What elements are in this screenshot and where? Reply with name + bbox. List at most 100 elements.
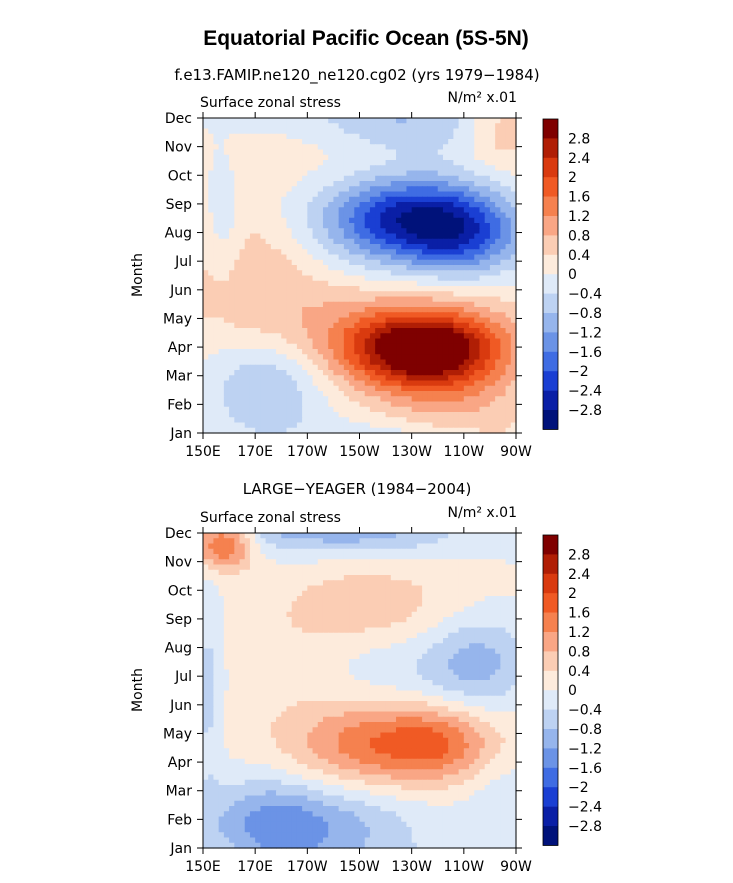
field-cell: [495, 123, 501, 130]
field-cell: [489, 349, 496, 355]
field-cell: [208, 223, 215, 229]
field-cell: [333, 554, 340, 560]
field-cell: [416, 154, 423, 161]
field-cell: [286, 401, 293, 408]
field-cell: [307, 265, 314, 271]
field-cell: [385, 632, 392, 639]
field-cell: [359, 249, 366, 256]
field-cell: [270, 307, 277, 313]
field-cell: [375, 186, 381, 193]
field-cell: [203, 181, 209, 187]
field-cell: [291, 207, 298, 214]
field-cell: [484, 186, 491, 193]
field-cell: [474, 175, 481, 182]
field-cell: [338, 554, 345, 560]
field-cell: [338, 217, 345, 224]
field-cell: [364, 175, 371, 182]
field-cell: [458, 191, 465, 198]
field-cell: [312, 133, 319, 140]
field-cell: [500, 322, 507, 329]
field-cell: [223, 370, 230, 376]
field-cell: [244, 533, 251, 539]
field-cell: [265, 406, 272, 413]
field-cell: [489, 364, 496, 371]
field-cell: [463, 265, 470, 271]
field-cell: [322, 307, 329, 313]
field-cell: [208, 317, 215, 324]
field-cell: [453, 207, 460, 214]
field-cell: [453, 359, 460, 366]
field-cell: [442, 385, 449, 392]
field-cell: [406, 212, 413, 219]
field-cell: [474, 238, 481, 245]
field-cell: [463, 559, 470, 566]
field-cell: [437, 202, 444, 208]
field-cell: [218, 291, 225, 298]
field-cell: [474, 133, 481, 140]
field-cell: [510, 133, 517, 140]
field-cell: [442, 622, 449, 629]
field-cell: [312, 249, 319, 256]
field-cell: [484, 548, 491, 555]
field-cell: [249, 202, 256, 208]
field-cell: [213, 385, 220, 392]
field-cell: [432, 312, 439, 319]
field-cell: [260, 322, 267, 329]
field-cell: [244, 217, 251, 224]
field-cell: [489, 181, 496, 187]
field-cell: [223, 533, 230, 539]
field-cell: [479, 144, 486, 151]
field-cell: [510, 249, 517, 256]
field-cell: [338, 585, 345, 592]
field-cell: [302, 559, 308, 566]
field-cell: [385, 328, 392, 334]
field-cell: [249, 422, 256, 429]
field-cell: [500, 259, 507, 266]
field-cell: [474, 370, 481, 376]
field-cell: [312, 406, 319, 413]
field-cell: [302, 575, 308, 581]
field-cell: [401, 417, 408, 424]
field-cell: [448, 401, 454, 408]
field-cell: [437, 144, 444, 151]
field-cell: [281, 606, 288, 613]
panel-1: f.e13.FAMIP.ne120_ne120.cg02 (yrs 1979−1…: [130, 66, 540, 460]
field-cell: [322, 249, 329, 256]
field-cell: [249, 385, 256, 392]
field-cell: [385, 118, 392, 124]
field-cell: [385, 139, 392, 145]
field-cell: [354, 569, 361, 576]
field-cell: [453, 543, 460, 550]
field-cell: [458, 333, 465, 340]
field-cell: [469, 265, 475, 271]
field-cell: [437, 307, 444, 313]
field-cell: [458, 559, 465, 566]
field-cell: [244, 196, 251, 203]
field-cell: [463, 160, 470, 166]
field-cell: [213, 412, 220, 418]
field-cell: [422, 611, 428, 618]
field-cell: [307, 196, 314, 203]
field-cell: [203, 370, 209, 376]
field-cell: [479, 606, 486, 613]
field-cell: [364, 207, 371, 214]
field-cell: [239, 228, 246, 235]
field-cell: [479, 554, 486, 560]
field-cell: [296, 559, 303, 566]
field-cell: [234, 643, 241, 650]
field-cell: [234, 128, 241, 135]
field-cell: [411, 154, 418, 161]
field-cell: [333, 233, 340, 240]
field-cell: [469, 212, 475, 219]
field-cell: [406, 207, 413, 214]
field-cell: [479, 548, 486, 555]
field-cell: [500, 343, 507, 350]
field-cell: [291, 391, 298, 397]
field-cell: [385, 133, 392, 140]
field-cell: [286, 590, 293, 597]
field-cell: [484, 391, 491, 397]
field-cell: [359, 554, 366, 560]
field-cell: [432, 370, 439, 376]
panel-2-units: N/m² x.01: [448, 505, 517, 521]
field-cell: [291, 569, 298, 576]
